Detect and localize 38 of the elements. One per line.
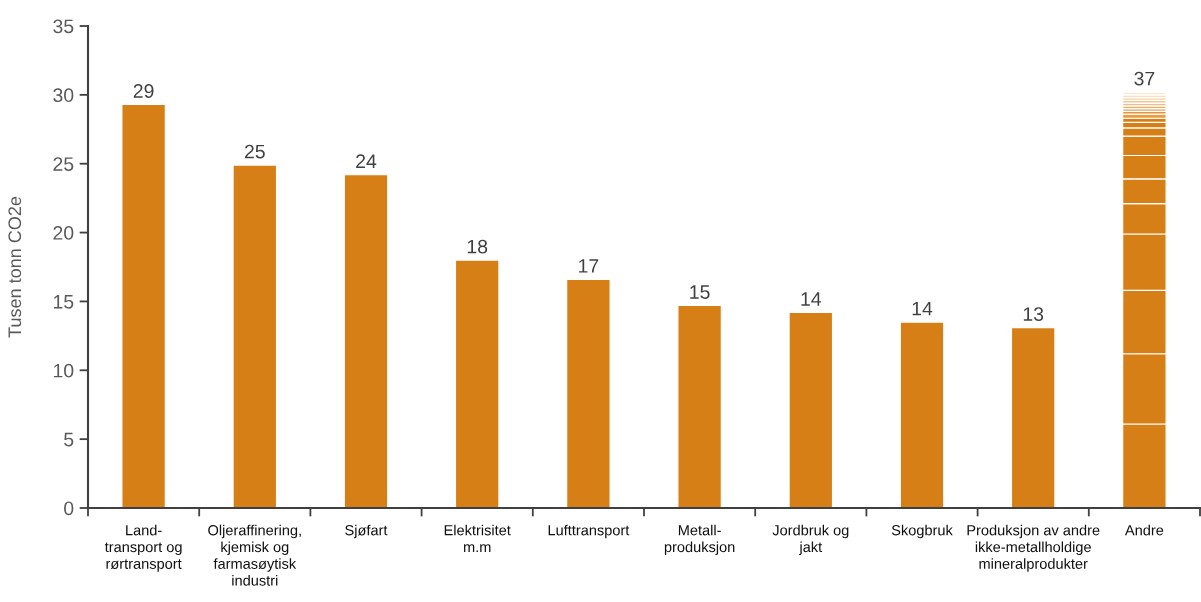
x-tick-label: Oljeraffinering, kjemisk og farmasøytisk industri (208, 524, 301, 586)
bar (121, 103, 166, 508)
data-label: 25 (244, 144, 265, 159)
y-tick-label: 0 (64, 501, 74, 516)
bar (232, 164, 278, 508)
y-tick-label: 20 (53, 226, 74, 240)
x-tick-label: Jordbruk og jakt (772, 524, 849, 556)
data-label: 15 (690, 285, 710, 299)
x-tick-label: Sjøfart (345, 524, 388, 539)
data-label: 17 (579, 259, 599, 273)
y-tick-label: 15 (53, 295, 74, 309)
data-label: 14 (801, 292, 822, 306)
total-label: 37 (1134, 71, 1155, 86)
x-tick-label: Lufttransport (548, 524, 630, 539)
x-tick-label: Elektrisitet m.m (444, 524, 511, 552)
y-tick-label: 30 (53, 88, 74, 103)
data-label: 18 (467, 239, 488, 254)
bar (788, 311, 834, 508)
y-axis-title: Tusen tonn CO2e (8, 196, 22, 338)
y-tick-label: 5 (64, 432, 74, 447)
y-tick-label: 25 (53, 157, 74, 171)
x-tick-label: Andre (1124, 524, 1164, 536)
bar (454, 259, 500, 508)
data-label: 13 (1023, 307, 1044, 321)
bar (1010, 327, 1056, 508)
x-tick-label: Produksjon av andre ikke-metallholdige mineralprodukter (967, 524, 1100, 572)
x-tick-label: Land- transport og rørtransport (104, 524, 182, 572)
bar (899, 321, 945, 508)
bar (343, 174, 389, 508)
data-label: 29 (133, 84, 154, 98)
data-label: 24 (356, 154, 377, 168)
y-tick-label: 35 (53, 19, 74, 34)
x-tick-label: Skogbruk (891, 524, 953, 539)
data-label: 14 (912, 301, 933, 316)
bar (566, 278, 611, 508)
x-tick-label: Metall- produksjon (664, 524, 735, 556)
bar (677, 305, 722, 508)
y-tick-label: 10 (53, 363, 74, 378)
